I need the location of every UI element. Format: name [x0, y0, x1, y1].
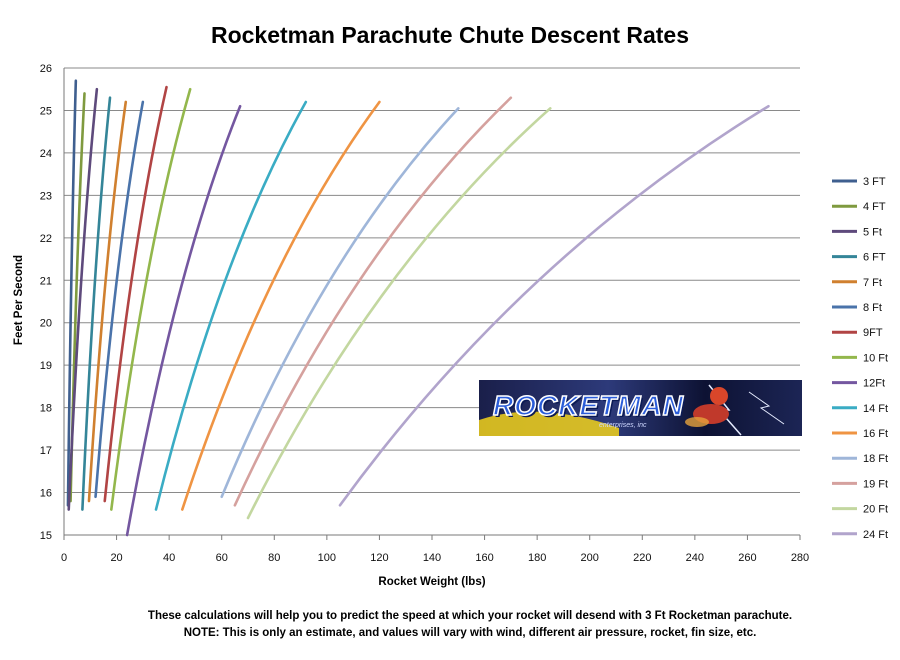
series-line-7-ft	[87, 100, 128, 503]
x-tick-label: 140	[423, 552, 441, 564]
series-line-9ft	[103, 85, 168, 503]
x-tick-label: 60	[216, 552, 228, 564]
series-line-10-ft	[110, 87, 192, 511]
y-tick-label: 18	[40, 403, 52, 415]
legend-label: 14 Ft	[863, 403, 888, 415]
logo-art	[479, 384, 785, 436]
x-tick-label: 200	[581, 552, 599, 564]
series-line-16-ft	[180, 100, 381, 511]
series-line-3-ft	[66, 79, 78, 507]
x-tick-label: 220	[633, 552, 651, 564]
series-line-24-ft	[338, 104, 770, 507]
legend-label: 5 Ft	[863, 226, 882, 238]
y-tick-label: 19	[40, 360, 52, 372]
x-tick-label: 280	[791, 552, 809, 564]
x-tick-label: 100	[318, 552, 336, 564]
series-line-20-ft	[246, 107, 552, 520]
y-tick-label: 17	[40, 445, 52, 457]
x-tick-label: 240	[686, 552, 704, 564]
legend-label: 3 FT	[863, 176, 886, 188]
x-axis-ticks: 0 20 40 60 80 100 120 140 160 180 200 220 240 260 280	[61, 535, 809, 564]
y-tick-label: 20	[40, 318, 52, 330]
y-tick-label: 25	[40, 105, 52, 117]
legend-label: 10 Ft	[863, 352, 888, 364]
series-line-8-ft	[94, 100, 145, 499]
y-tick-label: 16	[40, 488, 52, 500]
x-axis-label: Rocket Weight (lbs)	[378, 576, 485, 588]
series-line-5-ft	[67, 87, 99, 511]
y-tick-label: 24	[40, 148, 52, 160]
series-lines	[66, 79, 770, 537]
y-tick-label: 26	[40, 63, 52, 75]
legend-label: 19 Ft	[863, 478, 888, 490]
legend-label: 7 Ft	[863, 277, 882, 289]
y-axis-ticks: 15 16 17 18 19 20 21 22 23 24 25 26	[40, 63, 52, 542]
x-tick-label: 80	[268, 552, 280, 564]
legend-label: 20 Ft	[863, 504, 888, 516]
series-line-18-ft	[220, 107, 460, 499]
x-tick-label: 20	[110, 552, 122, 564]
series-line-12ft	[125, 104, 242, 537]
logo-text: ROCKETMAN	[492, 389, 684, 422]
y-tick-label: 22	[40, 233, 52, 245]
legend-label: 24 Ft	[863, 529, 888, 541]
logo-subtext: enterprises, inc	[599, 422, 647, 429]
y-axis-label: Feet Per Second	[13, 255, 25, 345]
x-tick-label: 120	[370, 552, 388, 564]
series-line-6-ft	[81, 96, 112, 511]
x-tick-label: 180	[528, 552, 546, 564]
legend-label: 16 Ft	[863, 428, 888, 440]
y-tick-label: 15	[40, 530, 52, 542]
legend-label: 9FT	[863, 327, 883, 339]
legend-label: 4 FT	[863, 201, 886, 213]
y-tick-label: 21	[40, 275, 52, 287]
x-tick-label: 260	[738, 552, 756, 564]
x-tick-label: 40	[163, 552, 175, 564]
x-tick-label: 160	[475, 552, 493, 564]
footnote-line-2: NOTE: This is only an estimate, and valu…	[183, 627, 757, 639]
series-line-19-ft	[233, 96, 513, 507]
chart-title: Rocketman Parachute Chute Descent Rates	[210, 22, 690, 48]
footnote-line-1: These calculations will help you to pred…	[147, 610, 793, 622]
legend: 3 FT 4 FT 5 Ft 6 FT 7 Ft 8 Ft 9FT 10 Ft 12Ft 14 F…	[832, 176, 888, 541]
legend-label: 6 FT	[863, 252, 886, 264]
footnote: These calculations will help you to pred…	[0, 608, 900, 642]
legend-label: 8 Ft	[863, 302, 882, 314]
series-line-14-ft	[154, 100, 308, 511]
x-tick-label: 0	[61, 552, 67, 564]
y-tick-label: 23	[40, 190, 52, 202]
legend-label: 18 Ft	[863, 453, 888, 465]
legend-label: 12Ft	[863, 378, 885, 390]
rocketman-logo: ROCKETMAN enterprises, inc	[479, 380, 802, 436]
